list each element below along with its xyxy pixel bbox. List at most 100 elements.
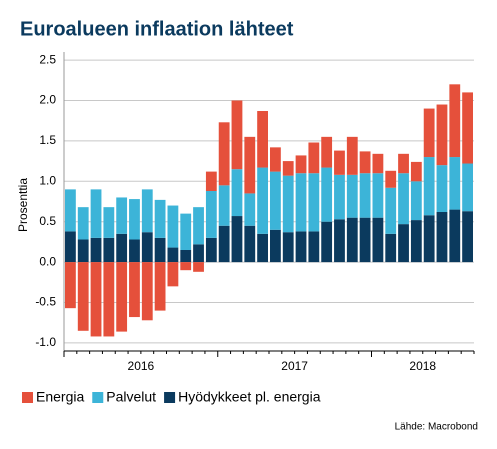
bar-segment	[359, 217, 371, 263]
y-tick-label: 0.0	[39, 254, 56, 268]
bar-segment	[231, 169, 243, 217]
bar-segment	[385, 233, 397, 263]
bar-segment	[129, 199, 140, 240]
bar-segment	[282, 232, 294, 263]
bar-segment	[231, 100, 243, 170]
bar-segment	[180, 213, 192, 250]
bar-segment	[282, 175, 294, 233]
bar-segment	[334, 174, 345, 220]
y-axis-label: Prosenttia	[16, 178, 30, 232]
bar-segment	[218, 185, 230, 226]
bar-segment	[244, 225, 256, 263]
y-tick-label: -1.0	[35, 335, 56, 349]
bar-segment	[257, 167, 268, 234]
bar-segment	[77, 207, 89, 240]
bar-segment	[90, 262, 102, 337]
legend-label: Hyödykkeet pl. energia	[178, 389, 321, 405]
bar-segment	[423, 157, 435, 216]
bar-segment	[180, 262, 192, 271]
bar-segment	[270, 229, 281, 263]
bar-segment	[449, 84, 461, 158]
legend-swatch	[92, 392, 104, 403]
bar-segment	[308, 173, 320, 232]
bar-segment	[295, 155, 307, 174]
bar-segment	[372, 173, 384, 218]
bar-segment	[295, 173, 307, 232]
bar-segment	[129, 239, 140, 263]
bar-segment	[244, 193, 256, 226]
bar-segment	[346, 136, 358, 175]
bar-segment	[180, 249, 192, 263]
bar-segment	[410, 181, 422, 221]
bar-segment	[193, 244, 204, 263]
y-tick-label: 0.5	[39, 214, 56, 228]
bar-segment	[462, 163, 473, 212]
bar-segment	[308, 231, 320, 263]
bar-segment	[65, 262, 76, 309]
y-tick-label: 1.0	[39, 173, 56, 187]
bar-segment	[193, 262, 204, 272]
x-tick-label: 2018	[409, 359, 436, 373]
bar-segment	[410, 161, 422, 182]
bar-segment	[462, 92, 473, 164]
bar-segment	[359, 173, 371, 218]
bar-segment	[129, 262, 140, 318]
bar-segment	[77, 239, 89, 263]
bar-segment	[436, 165, 448, 213]
bar-segment	[116, 197, 128, 234]
bar-segment	[321, 136, 333, 168]
bar-segment	[462, 211, 473, 263]
bar-segment	[423, 108, 435, 158]
bar-segment	[295, 231, 307, 263]
bar-segment	[103, 237, 115, 263]
bar-segment	[385, 170, 397, 188]
legend-swatch	[164, 392, 176, 403]
bar-segment	[257, 233, 268, 263]
bar-segment	[449, 157, 461, 210]
bar-segment	[141, 262, 153, 321]
bar-segment	[398, 153, 409, 174]
y-tick-label: 1.5	[39, 133, 56, 147]
bar-segment	[346, 174, 358, 218]
bar-segment	[270, 171, 281, 230]
bar-segment	[167, 247, 179, 263]
bar-segment	[116, 262, 128, 332]
bar-segment	[436, 212, 448, 263]
bar-segment	[154, 199, 166, 238]
bar-segment	[116, 233, 128, 263]
bar-segment	[167, 262, 179, 287]
bar-segment	[334, 219, 345, 263]
bar-segment	[103, 262, 115, 337]
bar-segment	[77, 262, 89, 331]
bar-segment	[398, 173, 409, 225]
bar-segment	[205, 237, 217, 263]
bar-segment	[423, 215, 435, 263]
legend-label: Palvelut	[106, 389, 156, 405]
bar-segment	[449, 209, 461, 263]
bar-segment	[141, 232, 153, 263]
bar-segment	[385, 187, 397, 234]
y-tick-label: 2.0	[39, 93, 56, 107]
bar-segment	[334, 150, 345, 175]
bar-segment	[321, 167, 333, 222]
bar-segment	[270, 147, 281, 172]
bar-segment	[359, 151, 371, 174]
bar-segment	[154, 237, 166, 263]
bar-segment	[218, 122, 230, 186]
bar-segment	[141, 189, 153, 233]
bar-segment	[346, 217, 358, 263]
legend-label: Energia	[36, 389, 84, 405]
bar-segment	[257, 110, 268, 168]
y-tick-label: 2.5	[39, 52, 56, 66]
bar-segment	[436, 104, 448, 166]
bar-segment	[154, 262, 166, 311]
bar-segment	[205, 171, 217, 191]
y-tick-label: -0.5	[35, 295, 56, 309]
bar-segment	[103, 207, 115, 238]
bar-segment	[282, 161, 294, 176]
bar-segment	[65, 231, 76, 263]
x-tick-label: 2017	[281, 359, 308, 373]
bar-segment	[167, 205, 179, 248]
bar-segment	[398, 224, 409, 263]
